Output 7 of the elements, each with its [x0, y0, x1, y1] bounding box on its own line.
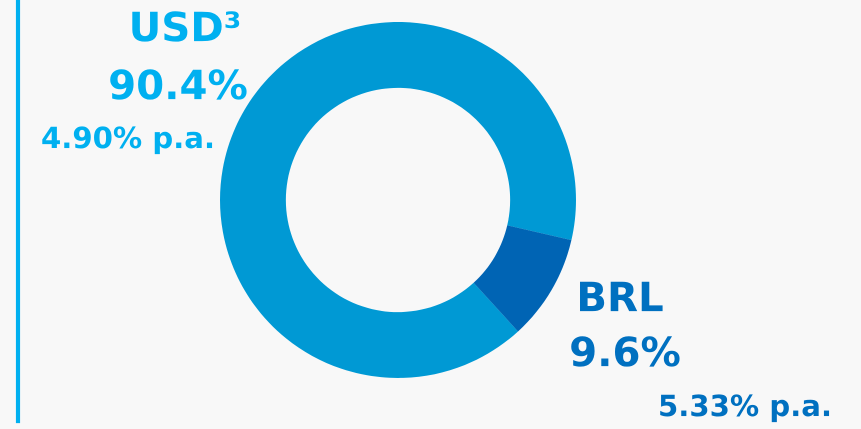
text: 5.33% p.a.	[660, 394, 830, 422]
data-label: 90.4%	[110, 69, 247, 100]
text: 4.90% p.a.	[42, 126, 212, 154]
slice-label: USD³	[132, 11, 240, 42]
data-label: 9.6%	[571, 336, 680, 367]
slice-label: BRL	[580, 282, 663, 312]
donut-slice	[474, 225, 572, 332]
